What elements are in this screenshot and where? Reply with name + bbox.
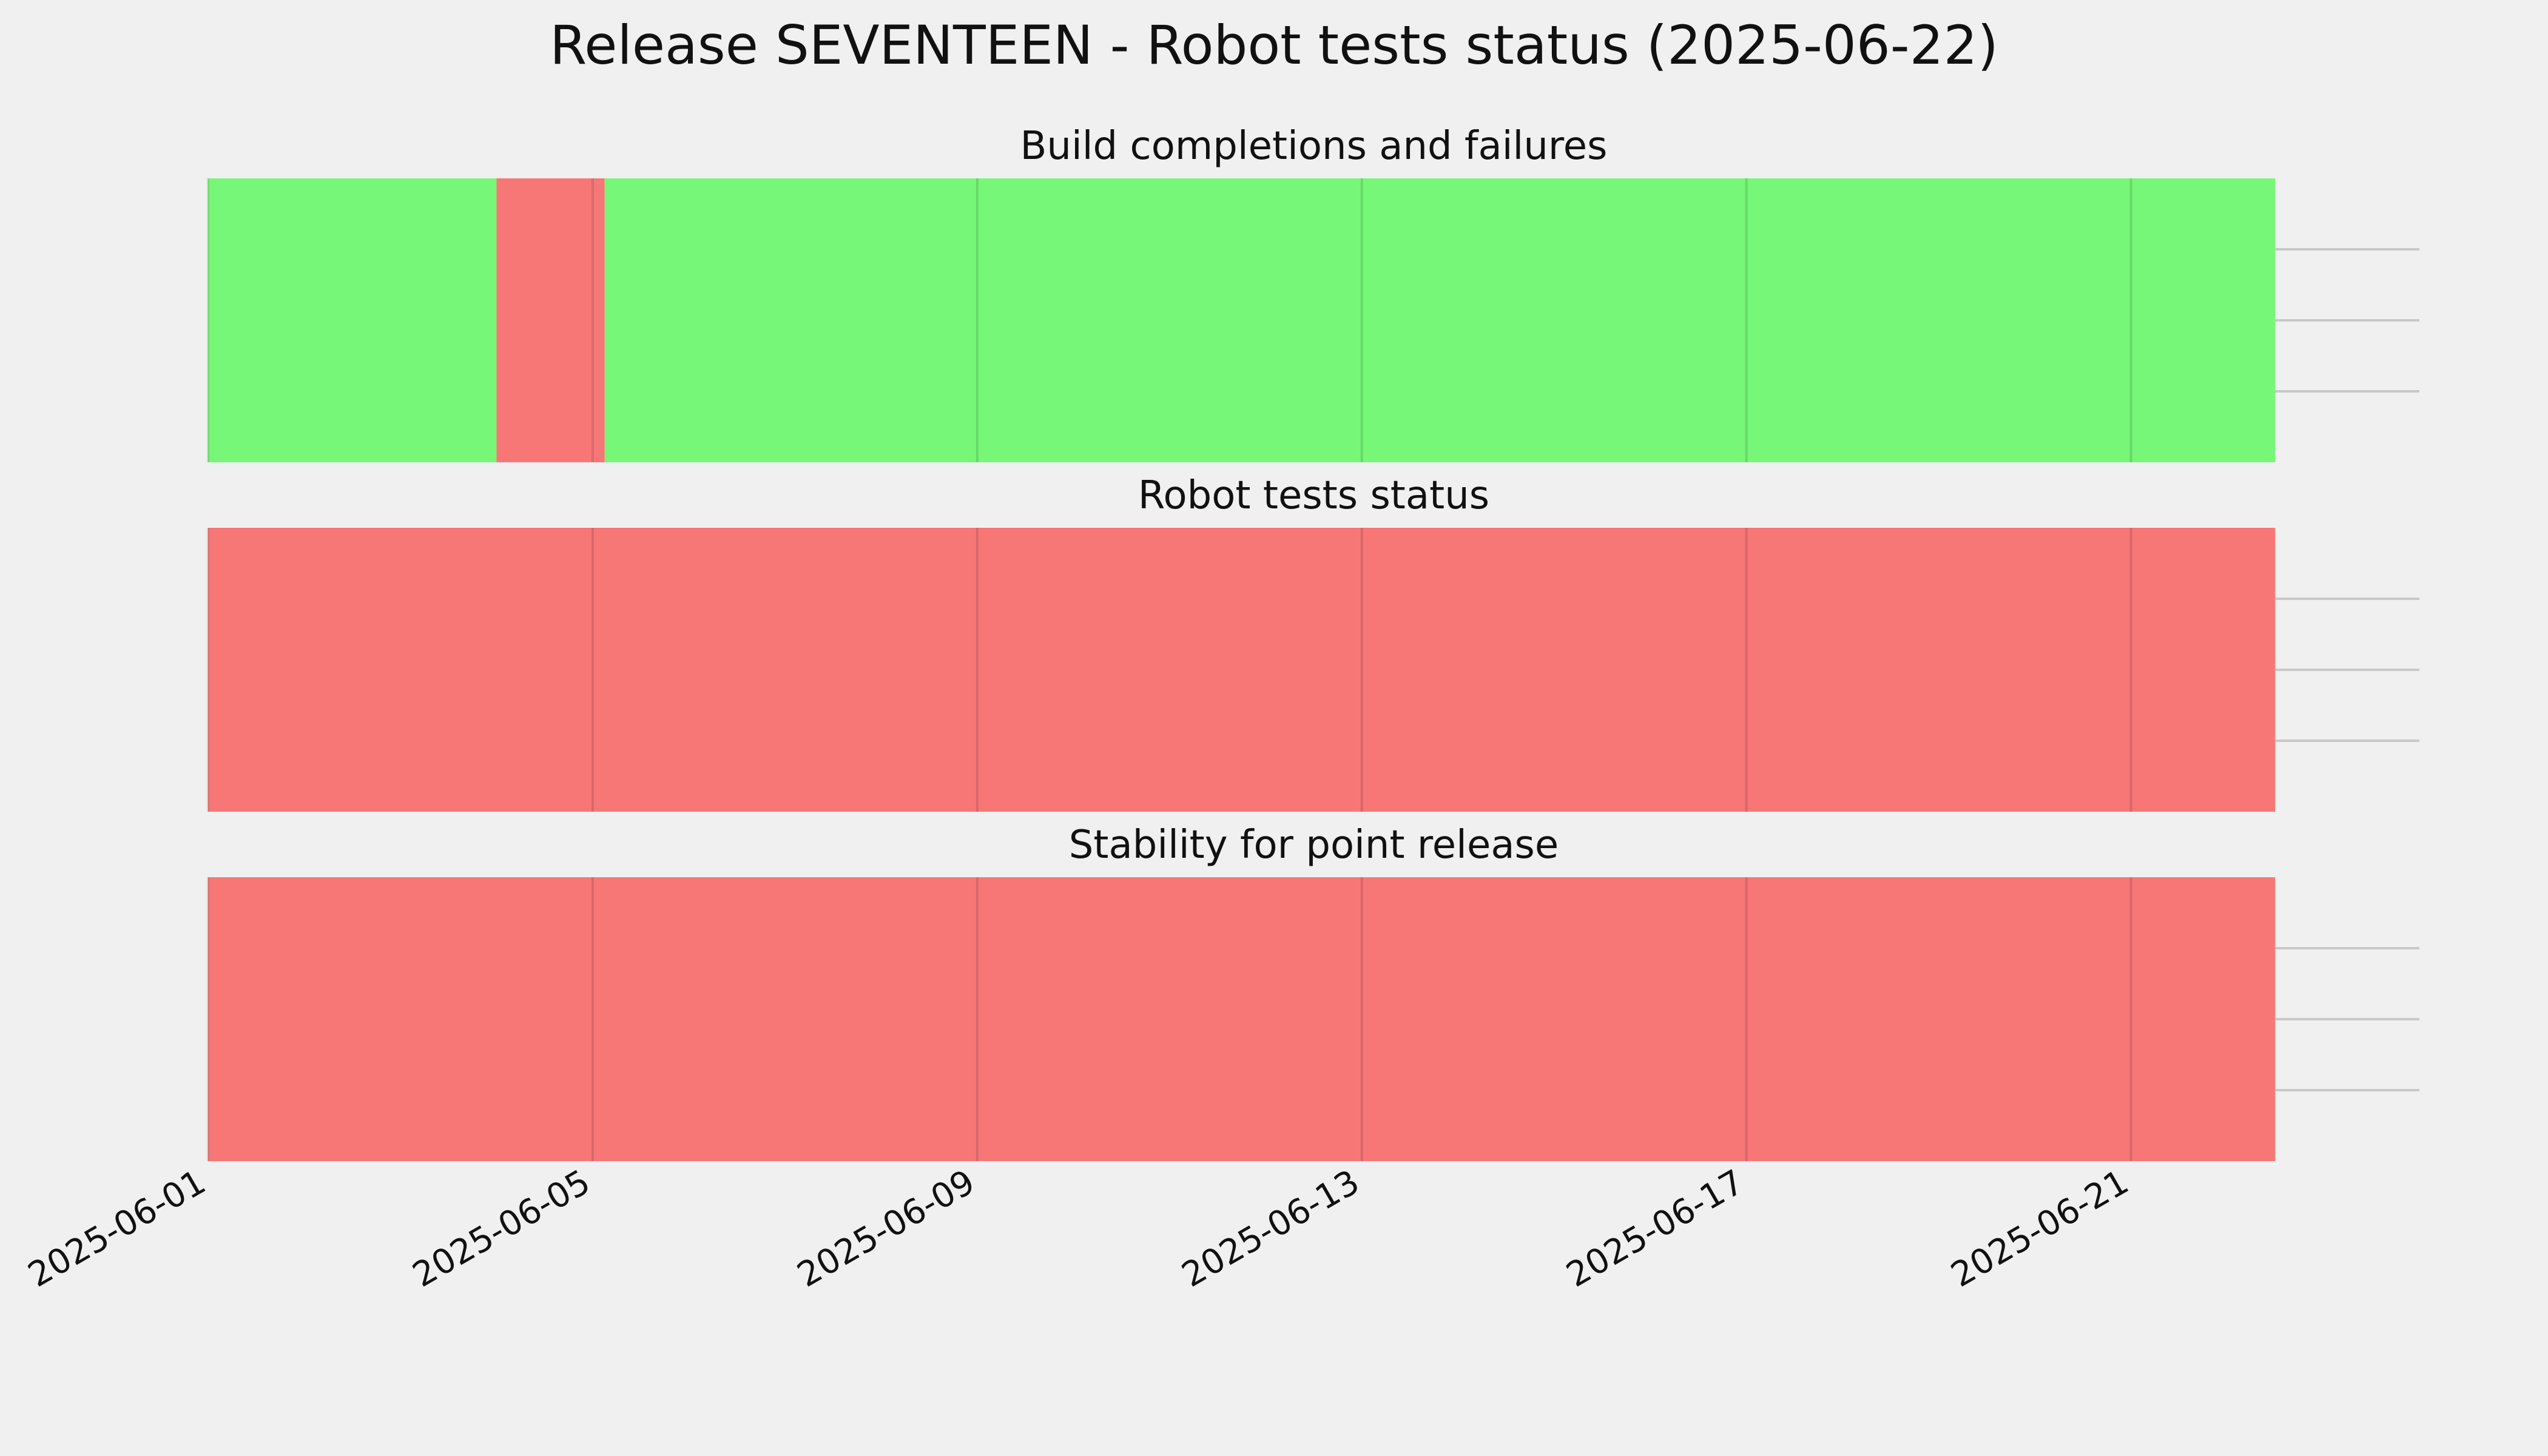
chart-title: Release SEVENTEEN - Robot tests status (… (550, 14, 1998, 76)
panel-title: Robot tests status (1138, 473, 1489, 518)
panel: Robot tests status (207, 473, 2419, 812)
status-segment-pass (604, 178, 2276, 462)
panel: Build completions and failures (207, 124, 2419, 462)
panel-title: Build completions and failures (1020, 124, 1608, 169)
panels: Build completions and failures Robot test… (207, 124, 2419, 1161)
status-segment-fail (208, 877, 2276, 1161)
status-segment-fail (496, 178, 593, 462)
panel: Stability for point release (207, 823, 2419, 1161)
status-segment-pass (208, 178, 497, 462)
status-segment-fail (208, 528, 2276, 812)
status-segment-fail (592, 178, 605, 462)
panel-title: Stability for point release (1069, 823, 1559, 868)
